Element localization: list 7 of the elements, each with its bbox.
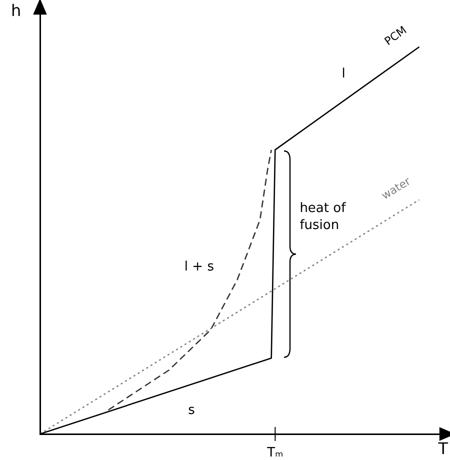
annotation: l [342,66,346,82]
annotation: s [188,403,196,418]
x-axis-title: T [437,439,448,458]
annotation: l + s [184,260,214,275]
annotation: heat of fusion [300,200,346,233]
y-axis-title: h [10,1,22,20]
text: Tₘ [266,445,284,460]
